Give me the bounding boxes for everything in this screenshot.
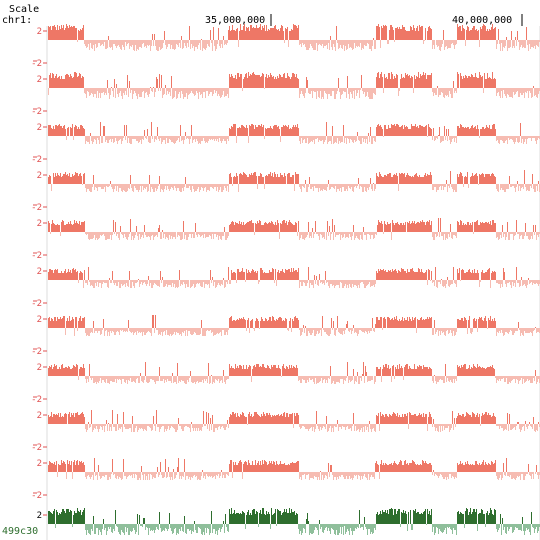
axis-max-label: 2: [37, 123, 42, 133]
axis-min-label: -2: [31, 491, 42, 501]
axis-min-label: -2: [31, 443, 42, 453]
positive-signal: [48, 315, 536, 328]
axis-max-label: 2: [37, 315, 42, 325]
positive-signal: [48, 24, 527, 40]
axis-max-label: 2: [37, 27, 42, 37]
axis-min-label: -2: [31, 203, 42, 213]
negative-signal: [48, 88, 540, 99]
negative-signal: [50, 232, 540, 240]
positive-signal: [48, 122, 521, 136]
positive-signal: [48, 362, 536, 376]
axis-min-label: -2: [31, 251, 42, 261]
track-10[interactable]: 2 -2: [31, 458, 540, 501]
positive-signal: [48, 267, 529, 280]
track-2[interactable]: 2 -2: [31, 72, 540, 117]
axis-max-label: 2: [37, 459, 42, 469]
negative-signal: [78, 376, 540, 384]
track-1[interactable]: 2 -2: [31, 24, 540, 69]
axis-min-label: -2: [31, 395, 42, 405]
positive-signal: [48, 410, 539, 424]
positive-signal: [48, 170, 539, 184]
track-6[interactable]: 2 -2: [31, 267, 540, 309]
axis-max-label: 2: [37, 363, 42, 373]
axis-max-label: 2: [37, 511, 42, 521]
axis-max-label: 2: [37, 75, 42, 85]
axis-min-label: -2: [31, 59, 42, 69]
chromosome-label: chr1:: [2, 15, 33, 26]
track-9[interactable]: 2 -2: [31, 410, 540, 453]
axis-min-label: -2: [31, 347, 42, 357]
negative-signal: [65, 328, 540, 336]
positive-signal: [49, 72, 534, 88]
axis-min-label: -2: [31, 299, 42, 309]
scale-label: Scale: [9, 4, 40, 15]
track-7[interactable]: 2 -2: [31, 315, 540, 357]
positive-signal: [48, 218, 536, 232]
negative-signal: [66, 136, 540, 144]
axis-min-label: -2: [31, 107, 42, 117]
negative-signal: [85, 424, 540, 432]
axis-min-label: -2: [31, 155, 42, 165]
negative-signal: [55, 524, 540, 535]
positive-signal: [48, 508, 532, 524]
negative-signal: [78, 280, 540, 288]
track-5[interactable]: 2 -2: [31, 218, 540, 261]
negative-signal: [51, 184, 540, 192]
track-4[interactable]: 2 -2: [31, 170, 540, 213]
track-3[interactable]: 2 -2: [31, 122, 540, 165]
axis-max-label: 2: [37, 267, 42, 277]
negative-signal: [77, 40, 540, 51]
axis-max-label: 2: [37, 411, 42, 421]
track-label: 499c30: [2, 526, 38, 537]
ruler-position-2: 40,000,000: [452, 15, 513, 26]
axis-max-label: 2: [37, 219, 42, 229]
negative-signal: [57, 472, 540, 480]
axis-max-label: 2: [37, 171, 42, 181]
ruler-position-1: 35,000,000: [205, 15, 266, 26]
track-8[interactable]: 2 -2: [31, 362, 540, 405]
positive-signal: [48, 458, 537, 472]
